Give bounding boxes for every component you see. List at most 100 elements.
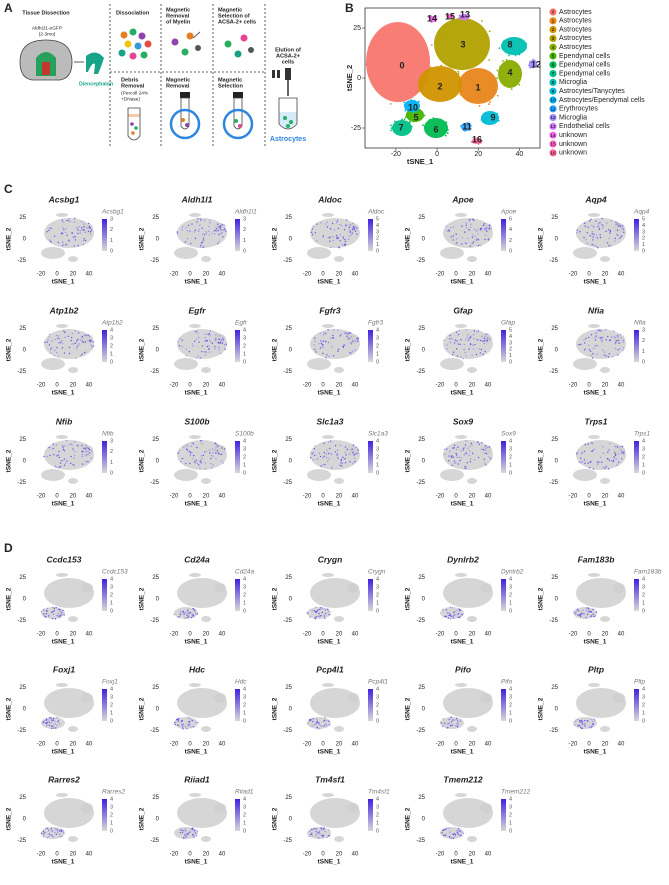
expression-point (458, 456, 460, 458)
cell-cloud (322, 683, 334, 687)
expression-point (442, 718, 444, 720)
cell-point (533, 59, 536, 62)
expression-point (602, 227, 604, 229)
step-note: +DNase) (121, 96, 140, 102)
x-axis-label: tSNE_1 (52, 639, 75, 646)
expression-point (66, 234, 68, 237)
y-axis-label: tSNE_2 (345, 65, 354, 91)
cell-cloud (455, 683, 467, 687)
expression-point (599, 236, 602, 239)
x-tick-label: 20 (469, 494, 476, 500)
y-tick-label: -25 (17, 838, 26, 844)
cell-point (432, 117, 435, 119)
y-tick-label: -25 (549, 618, 558, 624)
expression-point (77, 445, 79, 447)
expression-point (201, 443, 203, 445)
expression-point (612, 459, 615, 462)
expression-point (194, 237, 197, 240)
expression-point (42, 609, 45, 611)
expression-point (70, 339, 72, 342)
expression-point (618, 342, 620, 344)
expression-point (463, 343, 465, 346)
expression-point (52, 719, 55, 721)
cell-point (534, 60, 537, 63)
y-tick-label: -25 (283, 838, 292, 844)
expression-point (347, 238, 350, 240)
gene-title: Ccdc153 (47, 554, 82, 564)
cell-cloud (214, 803, 226, 813)
expression-point (327, 608, 329, 611)
expression-point (194, 832, 197, 834)
expression-point (334, 445, 337, 447)
expression-point (325, 356, 327, 359)
cell-cloud (455, 324, 467, 328)
expression-point (74, 342, 77, 345)
legend-entry: Astrocytes/Tanycytes (559, 88, 625, 95)
mouse-label: Aldh1l1-eGFP (32, 25, 62, 31)
expression-point (452, 353, 454, 356)
cluster-label: 10 (408, 102, 418, 112)
x-tick-label: 0 (55, 494, 59, 500)
y-axis-label: tSNE_2 (538, 697, 545, 720)
expression-point (350, 352, 352, 354)
x-tick-label: -20 (37, 852, 46, 858)
expression-point (477, 239, 480, 241)
expression-point (328, 723, 330, 726)
expression-point (598, 337, 600, 339)
expression-point (584, 462, 586, 464)
step-note: (Percoll 24% (121, 90, 149, 96)
expression-point (593, 448, 596, 450)
cluster-label: 8 (507, 39, 512, 49)
cell-cloud (455, 435, 467, 439)
expression-point (62, 446, 64, 448)
expression-point (199, 440, 202, 442)
cell-cloud (588, 435, 600, 439)
expression-point (65, 231, 67, 234)
expression-point (69, 462, 72, 465)
cell-cloud (440, 607, 464, 619)
expression-point (602, 452, 605, 455)
x-tick-label: -20 (569, 742, 578, 748)
x-axis-label: tSNE_1 (318, 639, 341, 646)
expression-point (58, 723, 60, 725)
colorbar-tick-label: 0 (509, 470, 512, 476)
expression-point (347, 333, 349, 335)
expression-point (471, 354, 473, 356)
expression-point (79, 229, 82, 232)
expression-point (615, 223, 617, 226)
cell-point (528, 62, 531, 65)
expression-point (484, 228, 487, 231)
cell-point (405, 116, 407, 119)
expression-point (332, 336, 334, 339)
expression-point (325, 341, 327, 343)
legend-title: Apoe (500, 209, 517, 216)
y-tick-label: 0 (555, 707, 559, 713)
x-tick-label: 40 (516, 151, 524, 158)
expression-point (187, 612, 189, 614)
expression-point (448, 719, 451, 721)
x-tick-label: -20 (37, 632, 46, 638)
expression-point (588, 466, 591, 469)
legend-key-label: 2 (552, 27, 555, 33)
expression-point (312, 718, 314, 720)
cell-point (529, 60, 532, 63)
expression-point (339, 240, 341, 242)
expression-point (606, 242, 609, 244)
cell-cloud (177, 798, 227, 828)
y-tick-label: 0 (23, 459, 27, 465)
expression-point (77, 244, 80, 247)
expression-point (325, 725, 328, 727)
cell-point (422, 124, 424, 127)
expression-point (190, 445, 192, 448)
expression-point (84, 341, 87, 343)
expression-point (173, 721, 176, 724)
legend-title: Sox9 (501, 431, 516, 438)
colorbar (501, 689, 506, 721)
gene-title: Acsbg1 (48, 194, 80, 204)
expression-point (88, 448, 91, 451)
cell-cloud (189, 573, 201, 577)
